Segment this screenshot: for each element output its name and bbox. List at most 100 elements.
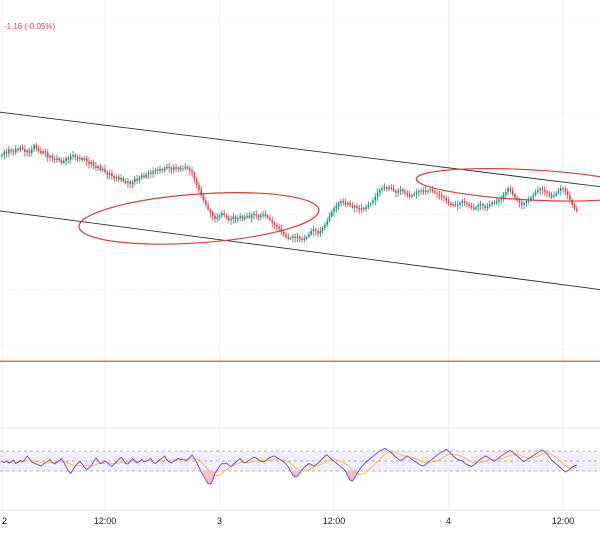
candle <box>166 163 168 170</box>
candle-body <box>562 188 564 189</box>
candle <box>177 166 180 172</box>
candle <box>53 155 56 164</box>
candle <box>472 203 475 212</box>
candle-body <box>498 199 500 202</box>
candle <box>434 189 436 195</box>
candle-body <box>257 215 260 218</box>
candle-body <box>287 236 290 239</box>
time-tick-label: 4 <box>446 516 451 526</box>
candle-body <box>523 203 525 205</box>
candle-body <box>134 178 136 182</box>
candle <box>113 174 116 183</box>
candle-body <box>349 202 351 206</box>
candle-body <box>475 207 477 210</box>
candle <box>72 150 74 160</box>
rsi-oversold-fill <box>351 471 354 481</box>
candle <box>399 185 402 196</box>
candle-body <box>525 201 528 204</box>
candle <box>523 201 525 209</box>
candle <box>214 212 216 223</box>
candle-body <box>195 178 198 185</box>
candle <box>330 209 333 218</box>
candle <box>259 213 262 221</box>
candle-body <box>166 166 168 169</box>
candle <box>122 176 125 183</box>
candle <box>26 148 28 157</box>
candle <box>216 213 219 223</box>
candle-body <box>74 154 77 158</box>
candle-body <box>484 206 486 208</box>
candle-body <box>477 205 480 208</box>
candle-body <box>314 229 317 231</box>
candle <box>324 222 326 231</box>
candle <box>30 145 33 157</box>
candle-body <box>511 190 514 195</box>
candle-body <box>262 214 264 216</box>
candle-body <box>65 157 67 161</box>
candle <box>248 211 251 220</box>
candle <box>564 186 567 196</box>
candle <box>431 185 434 193</box>
candle-body <box>81 157 83 161</box>
candle-body <box>72 154 74 157</box>
candle-body <box>138 177 141 181</box>
candle-body <box>541 188 544 190</box>
candle-body <box>282 231 285 235</box>
candle-body <box>431 189 434 192</box>
candle <box>223 209 225 218</box>
candle <box>257 213 260 221</box>
candle <box>401 187 404 195</box>
candle <box>285 231 287 240</box>
candle-body <box>367 204 370 208</box>
candle-body <box>85 158 88 162</box>
candle <box>156 166 159 175</box>
candle-body <box>532 194 535 198</box>
drawings <box>0 111 600 362</box>
candle <box>230 215 232 225</box>
candle <box>232 212 235 224</box>
candle-body <box>92 162 95 166</box>
candle-body <box>205 200 207 205</box>
candle-body <box>209 209 212 213</box>
candle-body <box>363 207 365 210</box>
candle <box>111 169 113 180</box>
candle <box>459 200 461 209</box>
candle <box>337 201 340 210</box>
candle-body <box>161 168 164 171</box>
candle <box>369 201 372 207</box>
candle <box>205 197 207 207</box>
candle <box>296 232 299 243</box>
candle <box>255 210 257 220</box>
candle-body <box>417 190 420 193</box>
candle <box>95 161 97 172</box>
candle <box>152 167 154 178</box>
candle-body <box>129 181 132 184</box>
candle <box>198 181 200 193</box>
candle-body <box>507 188 509 193</box>
candle <box>417 189 420 197</box>
candle-body <box>399 189 402 192</box>
time-tick-label: 2 <box>2 516 7 526</box>
rsi-pane <box>0 447 600 485</box>
candle <box>115 174 118 182</box>
candle-body <box>35 145 38 149</box>
candle-body <box>79 157 81 160</box>
candle <box>530 195 532 203</box>
candle <box>287 233 290 241</box>
candle <box>237 215 239 223</box>
candle-body <box>385 186 388 189</box>
candle-body <box>440 195 443 197</box>
candle-body <box>19 147 22 151</box>
candle <box>239 212 241 222</box>
candle <box>88 157 90 169</box>
candle-body <box>1 154 3 157</box>
candle <box>8 145 10 158</box>
candle <box>168 162 170 173</box>
candle-body <box>424 190 427 192</box>
candle <box>385 185 388 192</box>
candle-body <box>278 226 280 229</box>
candle-body <box>44 151 47 153</box>
candle-body <box>24 149 26 153</box>
candle-body <box>5 151 8 154</box>
